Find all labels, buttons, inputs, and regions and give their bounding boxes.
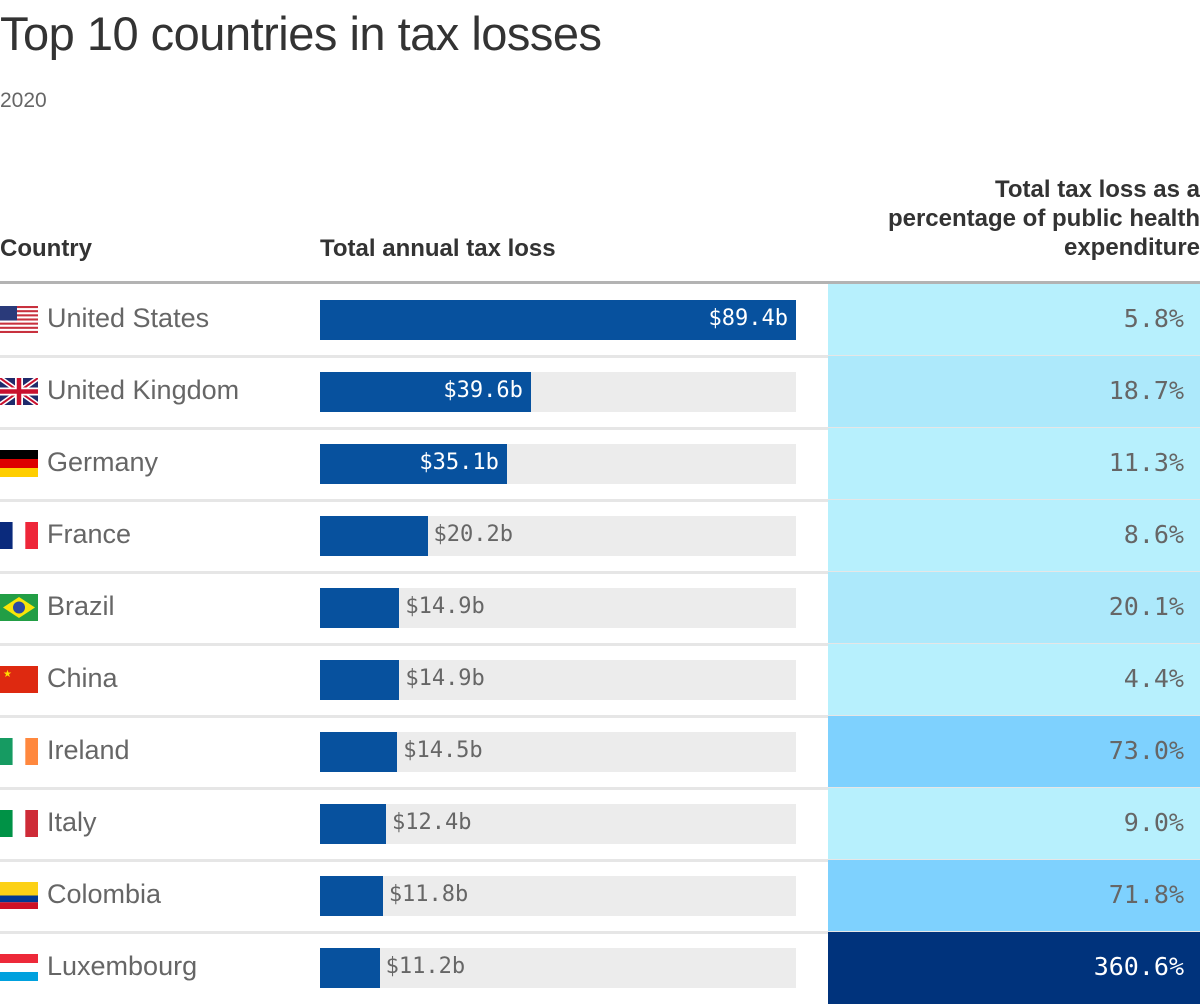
table-row: United Kingdom $39.6b 18.7% xyxy=(0,356,1200,430)
percentage-cell: 71.8% xyxy=(828,860,1200,932)
column-header-percentage: Total tax loss as a percentage of public… xyxy=(887,176,1200,261)
country-name: Luxembourg xyxy=(47,951,198,981)
percentage-cell: 360.6% xyxy=(828,932,1200,1004)
tax-loss-bar xyxy=(320,804,387,844)
percentage-label: 5.8% xyxy=(1123,304,1184,333)
country-name: China xyxy=(47,663,118,693)
country-name: Italy xyxy=(47,807,97,837)
column-header-tax-loss: Total annual tax loss xyxy=(320,235,556,262)
tax-loss-bar xyxy=(320,660,400,700)
country-name: Ireland xyxy=(47,735,130,765)
bar-track: $14.9b xyxy=(320,588,796,628)
percentage-cell: 11.3% xyxy=(828,428,1200,500)
country-name: Brazil xyxy=(47,591,115,621)
tax-loss-bar xyxy=(320,948,380,988)
germany-flag-icon xyxy=(0,450,38,477)
percentage-label: 4.4% xyxy=(1123,664,1184,693)
colombia-flag-icon xyxy=(0,882,38,909)
percentage-label: 20.1% xyxy=(1108,592,1184,621)
column-header-country: Country xyxy=(0,235,92,262)
row-divider xyxy=(0,931,1200,934)
brazil-flag-icon xyxy=(0,594,38,621)
percentage-cell: 20.1% xyxy=(828,572,1200,644)
tax-loss-bar xyxy=(320,588,400,628)
tax-loss-label: $11.2b xyxy=(385,954,466,979)
percentage-cell: 5.8% xyxy=(828,284,1200,356)
percentage-label: 11.3% xyxy=(1108,448,1184,477)
percentage-label: 9.0% xyxy=(1123,808,1184,837)
france-flag-icon xyxy=(0,522,38,549)
row-divider xyxy=(0,715,1200,718)
percentage-label: 73.0% xyxy=(1108,736,1184,765)
bar-track: $20.2b xyxy=(320,516,796,556)
table-row: Italy $12.4b 9.0% xyxy=(0,788,1200,862)
tax-loss-label: $12.4b xyxy=(392,810,472,835)
tax-loss-bar xyxy=(320,300,796,340)
tax-loss-label: $39.6b xyxy=(443,378,523,403)
row-divider xyxy=(0,355,1200,358)
tax-loss-label: $89.4b xyxy=(708,306,788,331)
tax-loss-bar xyxy=(320,444,507,484)
percentage-label: 71.8% xyxy=(1108,880,1184,909)
bar-track: $89.4b xyxy=(320,300,796,340)
chart-subtitle: 2020 xyxy=(0,89,47,112)
header-divider xyxy=(0,281,1200,284)
tax-loss-label: $14.5b xyxy=(403,738,483,763)
country-name: Colombia xyxy=(47,879,162,909)
row-divider xyxy=(0,787,1200,790)
bar-track: $11.2b xyxy=(320,948,796,988)
tax-loss-label: $14.9b xyxy=(405,666,485,691)
country-name: Germany xyxy=(47,447,159,477)
table-row: Brazil $14.9b 20.1% xyxy=(0,572,1200,646)
table-row: ★ China $14.9b 4.4% xyxy=(0,644,1200,718)
row-divider xyxy=(0,859,1200,862)
italy-flag-icon xyxy=(0,810,38,837)
uk-flag-icon xyxy=(0,378,38,405)
row-divider xyxy=(0,499,1200,502)
tax-loss-bar xyxy=(320,876,383,916)
tax-loss-label: $35.1b xyxy=(419,450,499,475)
table-row: Ireland $14.5b 73.0% xyxy=(0,716,1200,790)
percentage-cell: 8.6% xyxy=(828,500,1200,572)
bar-track: $35.1b xyxy=(320,444,796,484)
bar-track: $14.5b xyxy=(320,732,796,772)
tax-loss-label: $11.8b xyxy=(388,882,469,907)
ireland-flag-icon xyxy=(0,738,38,765)
country-name: France xyxy=(47,519,132,549)
us-flag-icon xyxy=(0,306,38,333)
percentage-cell: 9.0% xyxy=(828,788,1200,860)
tax-loss-bar xyxy=(320,516,428,556)
svg-text:★: ★ xyxy=(3,669,12,680)
tax-loss-bar xyxy=(320,372,531,412)
country-name: United Kingdom xyxy=(47,375,240,405)
table-row: Germany $35.1b 11.3% xyxy=(0,428,1200,502)
table-row: Luxembourg $11.2b 360.6% xyxy=(0,932,1200,1004)
bar-track: $11.8b xyxy=(320,876,796,916)
bar-track: $12.4b xyxy=(320,804,796,844)
country-name: United States xyxy=(47,303,210,333)
table-row: United States $89.4b 5.8% xyxy=(0,284,1200,358)
chart-title: Top 10 countries in tax losses xyxy=(0,7,602,60)
percentage-label: 8.6% xyxy=(1123,520,1184,549)
table-row: France $20.2b 8.6% xyxy=(0,500,1200,574)
percentage-label: 360.6% xyxy=(1093,952,1184,981)
tax-loss-label: $20.2b xyxy=(433,522,514,547)
table-row: Colombia $11.8b 71.8% xyxy=(0,860,1200,934)
percentage-cell: 18.7% xyxy=(828,356,1200,428)
percentage-cell: 73.0% xyxy=(828,716,1200,788)
row-divider xyxy=(0,571,1200,574)
percentage-cell: 4.4% xyxy=(828,644,1200,716)
percentage-label: 18.7% xyxy=(1108,376,1184,405)
luxembourg-flag-icon xyxy=(0,954,38,981)
china-flag-icon: ★ xyxy=(0,666,38,693)
bar-track: $14.9b xyxy=(320,660,796,700)
bar-track: $39.6b xyxy=(320,372,796,412)
tax-loss-label: $14.9b xyxy=(405,594,485,619)
row-divider xyxy=(0,643,1200,646)
row-divider xyxy=(0,427,1200,430)
tax-loss-bar xyxy=(320,732,398,772)
